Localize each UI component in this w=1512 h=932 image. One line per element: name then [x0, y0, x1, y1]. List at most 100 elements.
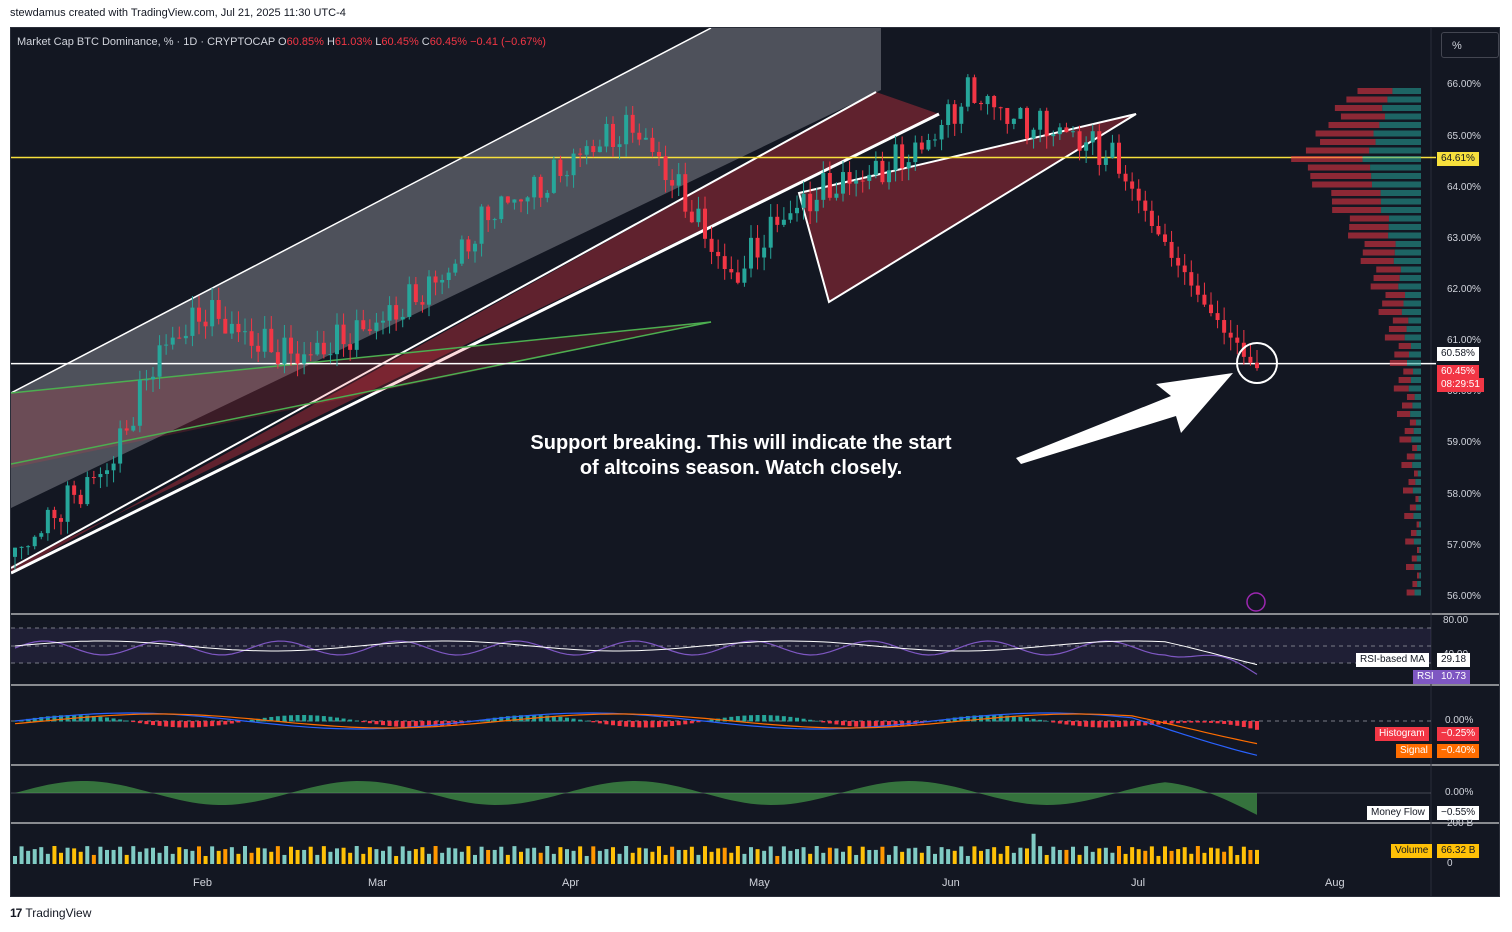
histogram-bar — [611, 721, 615, 726]
candle-down — [972, 77, 977, 103]
volume-bar — [348, 852, 353, 864]
candle-up — [893, 144, 898, 171]
candle-down — [860, 180, 865, 182]
volume-bar — [584, 855, 589, 864]
candle-down — [1195, 285, 1200, 295]
volume-bar — [289, 846, 293, 864]
candle-up — [841, 172, 845, 194]
candle-down — [538, 176, 543, 198]
volume-profile-bar-up — [1381, 207, 1421, 213]
histogram-bar — [814, 720, 819, 722]
histogram-bar — [413, 721, 418, 728]
candle-up — [512, 199, 517, 203]
time-axis-label: Aug — [1325, 877, 1345, 889]
time-axis-label: Mar — [368, 877, 387, 889]
candle-down — [827, 173, 832, 198]
volume-bar — [979, 850, 983, 864]
volume-bar — [893, 846, 898, 864]
volume-bar — [164, 846, 169, 864]
volume-bar — [197, 846, 201, 864]
candle-up — [565, 175, 569, 177]
histogram-bar — [433, 721, 438, 727]
candle-up — [328, 354, 333, 356]
volume-bar — [26, 850, 31, 864]
volume-profile-bar-up — [1371, 181, 1421, 188]
volume-bar — [85, 846, 90, 864]
candle-up — [676, 174, 681, 186]
volume-profile-bar-down — [1398, 343, 1411, 349]
candle-down — [1215, 313, 1220, 321]
candle-up — [164, 344, 169, 346]
candle-up — [1071, 131, 1075, 133]
volume-bar — [1077, 854, 1082, 864]
chart-area[interactable]: Market Cap BTC Dominance, % · 1D · CRYPT… — [10, 27, 1500, 897]
histogram-bar — [873, 721, 878, 728]
candle-down — [998, 107, 1003, 109]
volume-profile-bar-up — [1417, 581, 1421, 587]
histogram-bar — [328, 716, 333, 722]
volume-bar — [722, 847, 727, 864]
price-axis-label: 57.00% — [1447, 539, 1481, 551]
histogram-bar — [105, 717, 109, 722]
volume-bar — [1025, 848, 1029, 864]
volume-bar — [151, 847, 155, 864]
candle-down — [663, 156, 668, 181]
volume-bar — [637, 847, 642, 864]
volume-bar — [545, 846, 550, 864]
tradingview-footer[interactable]: 17 TradingView — [10, 906, 91, 920]
volume-bar — [1018, 847, 1023, 864]
volume-bar — [315, 854, 320, 864]
candle-down — [236, 323, 241, 333]
volume-profile-bar-down — [1312, 181, 1372, 188]
volume-bar — [571, 850, 576, 864]
volume-profile-bar-down — [1305, 147, 1370, 154]
histogram-bar — [1182, 721, 1187, 723]
histogram-bar — [289, 715, 293, 722]
candle-down — [1149, 210, 1154, 226]
histogram-bar — [1189, 721, 1194, 723]
volume-bar — [203, 855, 208, 864]
volume-bar — [1084, 846, 1089, 864]
volume-bar — [1255, 849, 1259, 864]
candle-up — [446, 272, 451, 280]
histogram-bar — [197, 721, 201, 728]
channel-lower-line — [11, 112, 940, 575]
lightning-icon — [1246, 592, 1266, 612]
volume-bar — [716, 848, 721, 864]
histogram-bar — [45, 716, 50, 722]
chart-canvas[interactable] — [11, 28, 1500, 897]
candle-up — [1110, 142, 1115, 158]
volume-profile-bar-down — [1307, 164, 1371, 171]
rsi-value: 10.73 — [1437, 670, 1471, 684]
percent-scale-button[interactable]: % — [1441, 32, 1499, 58]
volume-bar — [1051, 846, 1056, 864]
candle-up — [762, 247, 767, 258]
volume-bar — [256, 847, 261, 864]
volume-profile-bar-down — [1373, 275, 1400, 281]
volume-profile-bar-down — [1349, 224, 1389, 230]
volume-bar — [420, 847, 425, 864]
candle-down — [321, 342, 326, 355]
volume-bar — [650, 851, 655, 864]
volume-bar — [519, 851, 523, 864]
volume-profile-bar-down — [1362, 249, 1395, 256]
volume-bar — [624, 846, 629, 864]
volume-bar — [190, 850, 195, 864]
volume-profile-bar-up — [1410, 377, 1421, 383]
histogram-bar — [1011, 716, 1016, 722]
volume-bar — [926, 846, 931, 864]
volume-bar — [683, 849, 688, 864]
volume-profile-bar-up — [1416, 555, 1421, 562]
volume-bar — [1163, 846, 1167, 864]
last-price-tag: 60.45% — [1437, 365, 1479, 379]
volume-bar — [52, 846, 57, 864]
volume-value: 66.32 B — [1437, 844, 1480, 858]
volume-bar — [111, 849, 116, 864]
histogram-bar — [1051, 721, 1056, 723]
volume-profile-bar-up — [1413, 538, 1421, 545]
volume-profile-bar-up — [1410, 343, 1421, 349]
volume-bar — [860, 846, 865, 864]
histogram-bar — [98, 716, 103, 722]
volume-bar — [933, 853, 937, 864]
candle-up — [387, 305, 392, 321]
